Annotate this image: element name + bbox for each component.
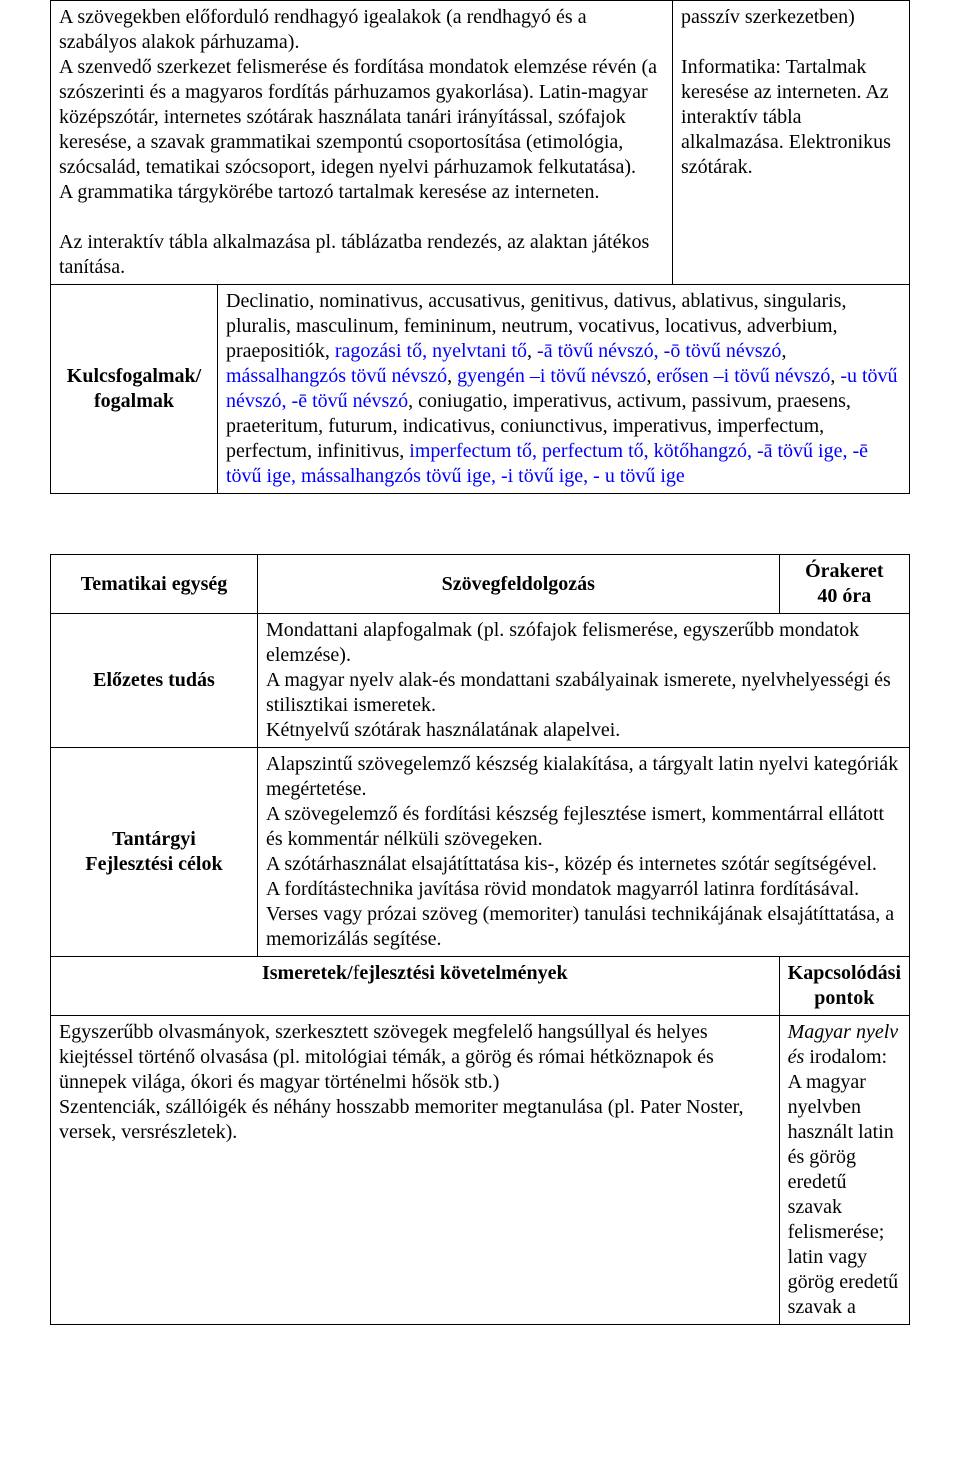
table-row: Tematikai egység Szövegfeldolgozás Órake… [51,555,910,614]
spacer [50,494,910,554]
br-rest: irodalom: A magyar nyelvben használt lat… [788,1046,899,1318]
table-1: A szövegekben előforduló rendhagyó igeal… [50,0,910,494]
pk-text: Mondattani alapfogalmak (pl. szófajok fe… [258,614,910,748]
kf-c5: , [830,365,840,387]
table-row: A szövegekben előforduló rendhagyó igeal… [51,1,910,285]
th-hours-l2: 40 óra [788,584,901,609]
table-row: Kulcsfogalmak/ fogalmak Declinatio, nomi… [51,285,910,494]
pk-text-body: Mondattani alapfogalmak (pl. szófajok fe… [266,618,901,743]
kf-blue-3: mássalhangzós tövű névszó [226,365,447,387]
tf-label-l2: Fejlesztési célok [59,852,249,877]
kf-c1: , [527,340,537,362]
page-root: A szövegekben előforduló rendhagyó igeal… [0,0,960,1325]
table-row: Előzetes tudás Mondattani alapfogalmak (… [51,614,910,748]
table-row: Egyszerűbb olvasmányok, szerkesztett szö… [51,1016,910,1325]
t1-right-cell: passzív szerkezetben) Informatika: Tarta… [673,1,910,285]
ism-left-tail: ejlesztési követelmények [359,962,567,984]
tf-text: Alapszintű szövegelemző készség kialakít… [258,748,910,957]
tf-text-body: Alapszintű szövegelemző készség kialakít… [266,752,901,952]
kf-c4: , [646,365,656,387]
tf-label: Tantárgyi Fejlesztési célok [51,748,258,957]
th-unit: Tematikai egység [51,555,258,614]
bl-left: Egyszerűbb olvasmányok, szerkesztett szö… [51,1016,780,1325]
kf-header: Kulcsfogalmak/ fogalmak [51,285,218,494]
th-topic: Szövegfeldolgozás [258,555,780,614]
table-row: Ismeretek/fejlesztési követelmények Kapc… [51,957,910,1016]
kf-c2: , [781,340,786,362]
kf-body: Declinatio, nominativus, accusativus, ge… [218,285,910,494]
table-row: Tantárgyi Fejlesztési célok Alapszintű s… [51,748,910,957]
t1-right-text: passzív szerkezetben) Informatika: Tarta… [681,5,901,180]
bl-right: Magyar nyelv és irodalom: A magyar nyelv… [779,1016,909,1325]
ism-left-head: Ismeretek/ [262,962,353,984]
t1-left-text: A szövegekben előforduló rendhagyó igeal… [59,5,664,280]
kf-blue-5: erősen –i tövű névszó [656,365,830,387]
ism-right: Kapcsolódási pontok [779,957,909,1016]
bl-left-text: Egyszerűbb olvasmányok, szerkesztett szö… [59,1020,771,1145]
kf-blue-2: -ā tövű névszó, -ō tövű névszó [537,340,781,362]
kf-blue-1: ragozási tő, nyelvtani tő [335,340,527,362]
th-hours: Órakeret 40 óra [779,555,909,614]
pk-label: Előzetes tudás [51,614,258,748]
kf-blue-4: gyengén –i tövű névszó [457,365,646,387]
t1-left-cell: A szövegekben előforduló rendhagyó igeal… [51,1,673,285]
kf-c3: , [447,365,457,387]
table-2: Tematikai egység Szövegfeldolgozás Órake… [50,554,910,1325]
th-hours-l1: Órakeret [788,559,901,584]
ism-left: Ismeretek/fejlesztési követelmények [51,957,780,1016]
tf-label-l1: Tantárgyi [59,827,249,852]
